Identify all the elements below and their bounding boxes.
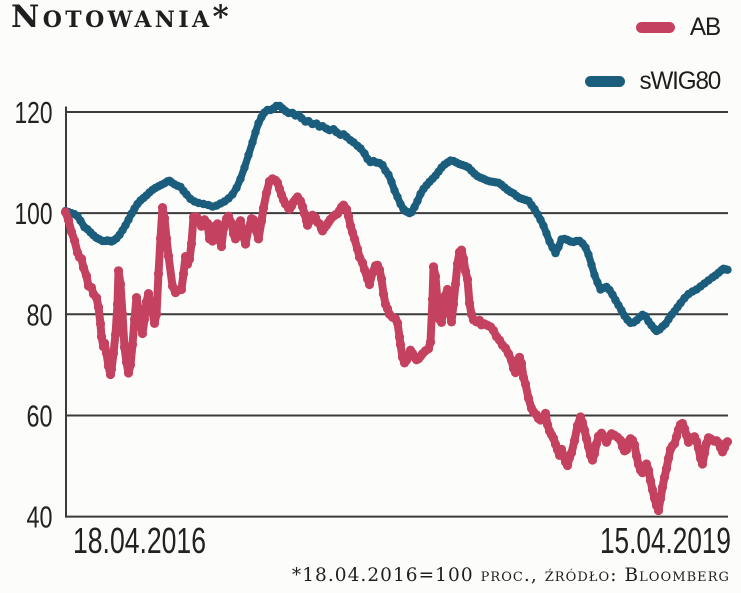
x-tick-label-start: 18.04.2016 — [73, 520, 206, 561]
legend-item-ab: AB — [636, 8, 721, 46]
y-tick-label-100: 100 — [15, 196, 53, 231]
y-tick-label-80: 80 — [27, 297, 53, 332]
legend-swatch-ab — [636, 21, 676, 33]
series-ab — [60, 174, 733, 516]
series-line-ab — [61, 174, 732, 515]
chart-footnote: *18.04.2016=100 proc., źródło: Bloomberg — [291, 565, 730, 586]
legend-item-swig80: sWIG80 — [584, 62, 721, 100]
legend-label-swig80: sWIG80 — [639, 66, 721, 95]
legend-label-ab: AB — [689, 12, 721, 41]
y-tick-label-120: 120 — [15, 95, 53, 130]
y-tick-label-40: 40 — [27, 500, 53, 535]
legend-swatch-swig80 — [584, 75, 625, 87]
y-tick-label-60: 60 — [27, 398, 53, 433]
series-swig80 — [61, 101, 732, 336]
series-line-swig80 — [61, 102, 732, 335]
chart-title: Notowania* — [11, 0, 233, 35]
x-tick-label-end: 15.04.2019 — [600, 520, 731, 561]
